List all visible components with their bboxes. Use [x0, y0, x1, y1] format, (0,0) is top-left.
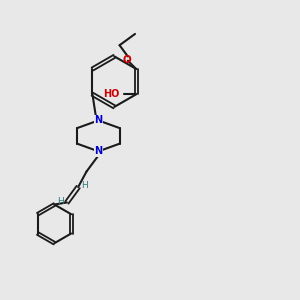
- Text: H: H: [57, 197, 64, 206]
- Text: N: N: [94, 116, 103, 125]
- Text: HO: HO: [103, 89, 120, 99]
- Text: N: N: [94, 146, 103, 156]
- Text: O: O: [123, 55, 132, 65]
- Text: H: H: [81, 181, 88, 190]
